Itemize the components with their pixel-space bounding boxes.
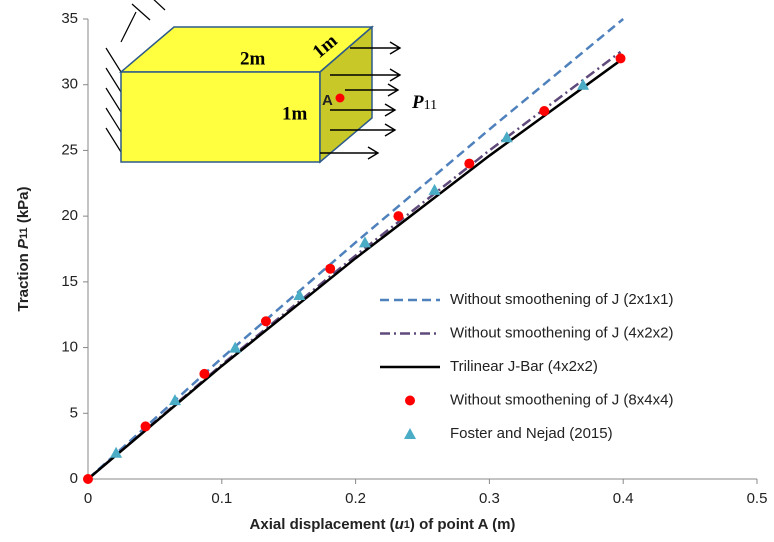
point — [616, 53, 626, 63]
inset-label: P — [411, 92, 424, 113]
point — [261, 316, 271, 326]
legend-label: Without smoothening of J (2x1x1) — [450, 291, 673, 308]
y-tick-label: 25 — [61, 141, 78, 158]
x-tick-label: 0.4 — [613, 490, 634, 507]
inset-diagram: 2m 1m 1m A P11 — [106, 0, 437, 162]
axis-label: Traction P11 (kPa) — [15, 186, 32, 311]
legend-label: Without smoothening of J (8x4x4) — [450, 391, 673, 408]
inset-label: 1m — [282, 103, 308, 124]
chart: 0 5 10 15 20 25 30 35 0 0.1 0.2 0.3 0.4 0.5 Axial disp… — [0, 0, 774, 542]
axis-label-part: u — [395, 516, 404, 533]
axis-label-part: Axial displacement ( — [250, 516, 395, 533]
legend-swatch — [404, 428, 416, 439]
x-tick-label: 0.1 — [211, 490, 232, 507]
point — [539, 106, 549, 116]
y-tick-label: 35 — [61, 10, 78, 27]
y-tick-label: 10 — [61, 339, 78, 356]
x-tick-label: 0 — [84, 490, 92, 507]
inset-label: P11 — [411, 92, 437, 113]
inset-label: 11 — [424, 98, 437, 113]
point — [141, 421, 151, 431]
axis-label-part: Traction — [15, 249, 32, 312]
axis-label-part: 11 — [18, 227, 30, 239]
y-tick-label: 20 — [61, 207, 78, 224]
axis-label-part: (kPa) — [15, 186, 32, 227]
point — [293, 289, 305, 300]
point-a — [336, 94, 345, 103]
point — [325, 264, 335, 274]
inset-label: A — [322, 92, 333, 109]
legend-label: Foster and Nejad (2015) — [450, 425, 613, 442]
y-tick-label: 30 — [61, 76, 78, 93]
point — [359, 236, 371, 247]
legend-swatch — [405, 396, 415, 406]
point — [199, 369, 209, 379]
inset-label: 2m — [240, 48, 266, 69]
x-tick-label: 0.2 — [345, 490, 366, 507]
x-tick-label: 0.5 — [747, 490, 768, 507]
legend-label: Without smoothening of J (4x2x2) — [450, 324, 673, 341]
y-tick-label: 15 — [61, 273, 78, 290]
axis-label-part: ) of point A (m) — [410, 516, 516, 533]
point — [464, 159, 474, 169]
x-tick-label: 0.3 — [479, 490, 500, 507]
y-tick-label: 0 — [70, 470, 78, 487]
legend-label: Trilinear J-Bar (4x2x2) — [450, 358, 598, 375]
point — [393, 211, 403, 221]
point — [83, 474, 93, 484]
axis-label: Axial displacement (u1) of point A (m) — [250, 516, 516, 533]
y-tick-label: 5 — [70, 404, 78, 421]
